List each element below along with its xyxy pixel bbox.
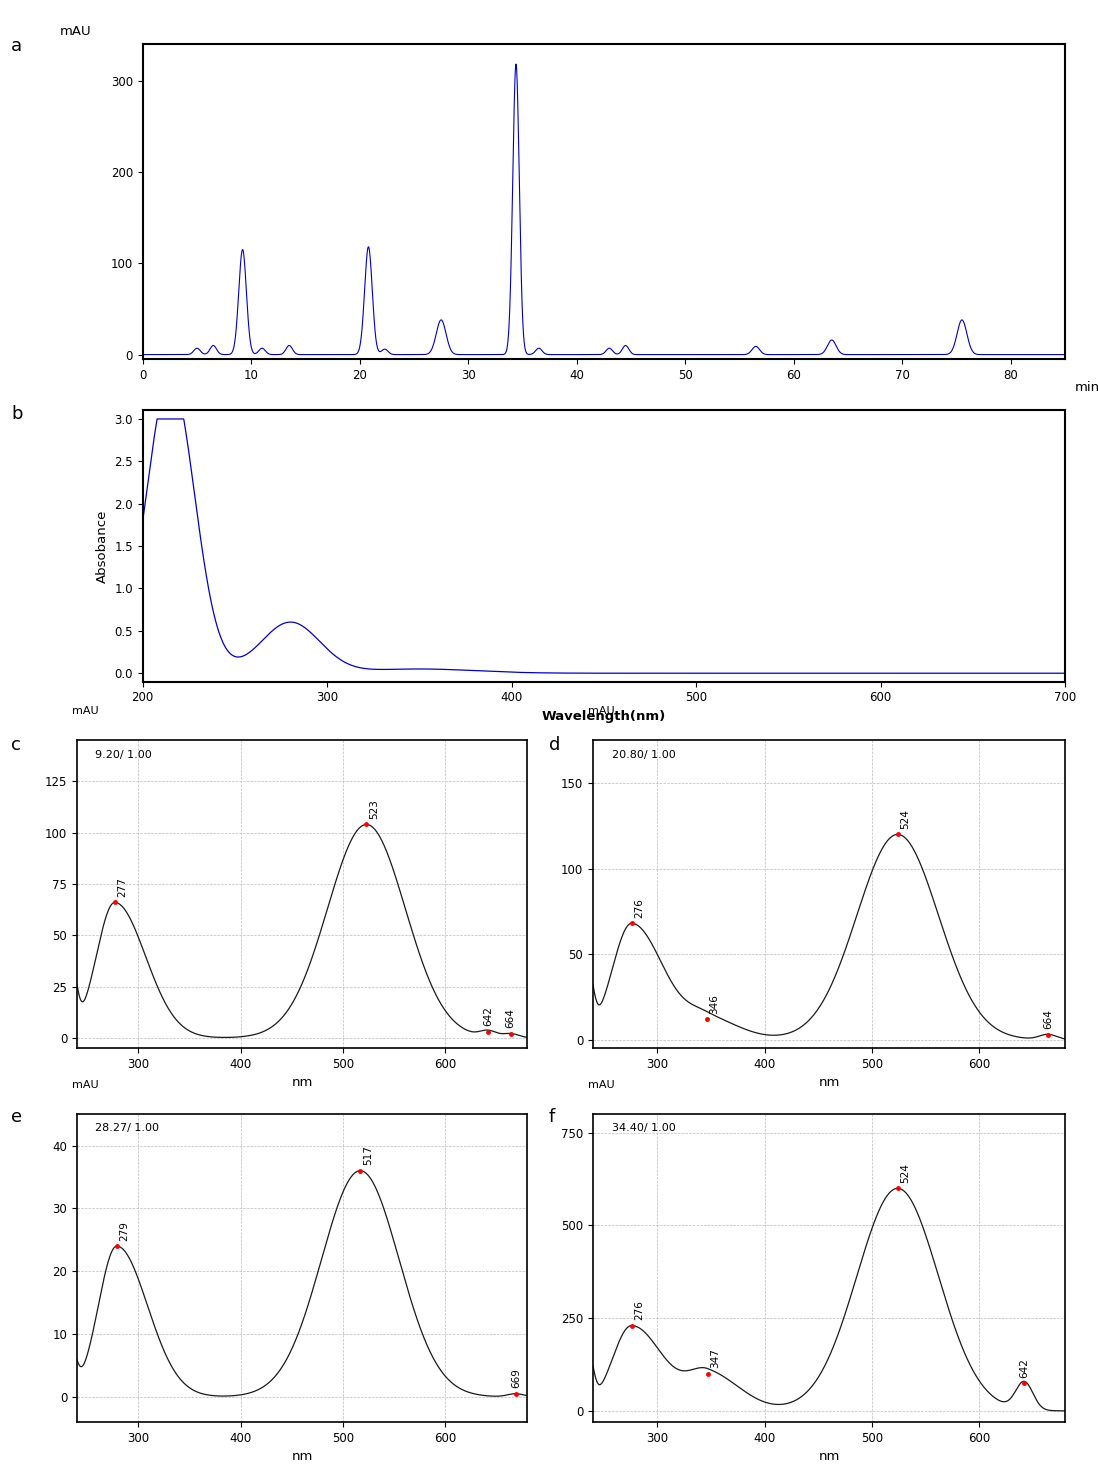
Text: 20.80/ 1.00: 20.80/ 1.00 (612, 749, 675, 759)
X-axis label: nm: nm (818, 1076, 840, 1089)
Text: 279: 279 (120, 1221, 130, 1240)
Text: mAU: mAU (59, 25, 91, 38)
Text: 517: 517 (363, 1145, 373, 1165)
Text: 642: 642 (483, 1006, 493, 1026)
Text: mAU: mAU (589, 705, 615, 715)
Text: c: c (11, 736, 21, 754)
Text: 9.20/ 1.00: 9.20/ 1.00 (94, 749, 152, 759)
Text: f: f (549, 1108, 556, 1126)
Text: mAU: mAU (72, 705, 99, 715)
Text: mAU: mAU (589, 1079, 615, 1089)
Text: 346: 346 (709, 994, 719, 1013)
Text: 669: 669 (511, 1368, 520, 1388)
Text: 277: 277 (117, 877, 127, 897)
Text: a: a (11, 37, 22, 54)
Text: mAU: mAU (72, 1079, 99, 1089)
Text: 523: 523 (369, 799, 379, 819)
X-axis label: nm: nm (291, 1450, 313, 1463)
Text: 34.40/ 1.00: 34.40/ 1.00 (612, 1123, 675, 1133)
Text: min: min (1074, 381, 1098, 394)
Text: 524: 524 (900, 809, 910, 828)
X-axis label: nm: nm (818, 1450, 840, 1463)
Text: 664: 664 (1043, 1009, 1053, 1029)
Text: 28.27/ 1.00: 28.27/ 1.00 (94, 1123, 159, 1133)
Text: 524: 524 (900, 1163, 910, 1183)
Text: e: e (11, 1108, 22, 1126)
X-axis label: Wavelength(nm): Wavelength(nm) (541, 710, 666, 723)
Text: b: b (11, 405, 22, 422)
Text: 347: 347 (710, 1349, 720, 1368)
Text: 276: 276 (635, 1300, 645, 1319)
Text: d: d (549, 736, 560, 754)
Y-axis label: Absobance: Absobance (96, 509, 109, 583)
X-axis label: nm: nm (291, 1076, 313, 1089)
Text: 276: 276 (635, 897, 645, 918)
Text: 664: 664 (506, 1009, 516, 1028)
Text: 642: 642 (1019, 1358, 1029, 1378)
